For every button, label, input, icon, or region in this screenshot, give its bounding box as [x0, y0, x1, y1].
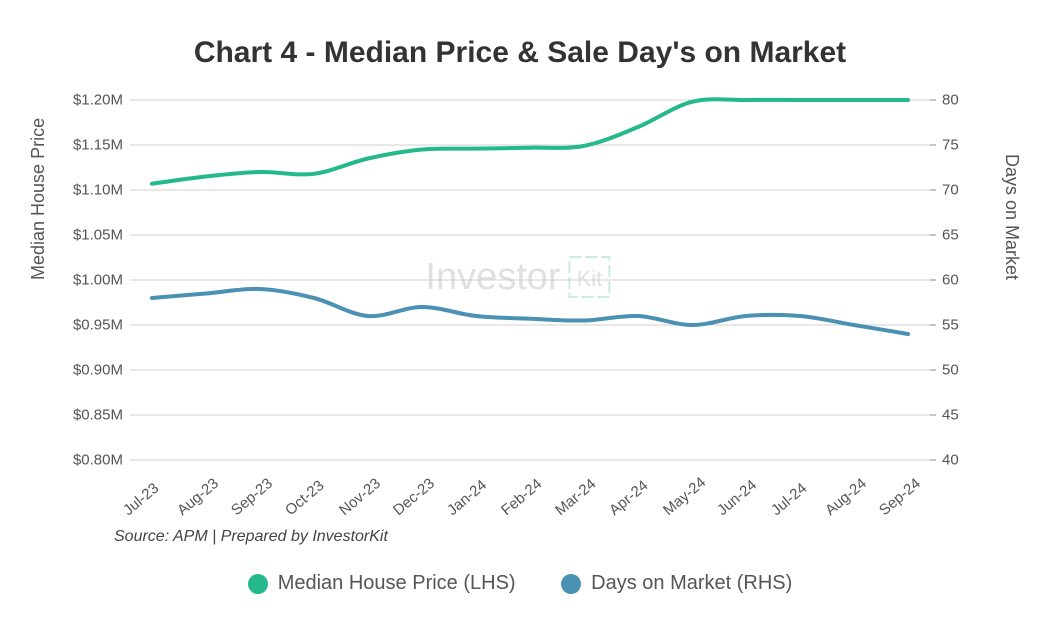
- x-tick: May-24: [660, 474, 709, 519]
- y-right-tick: 65: [942, 227, 982, 244]
- x-tick: Oct-23: [282, 477, 327, 519]
- x-tick: Jan-24: [444, 477, 490, 520]
- x-tick: Nov-23: [336, 475, 384, 519]
- y-right-tick: 80: [942, 92, 982, 109]
- series-line: [152, 99, 908, 183]
- x-tick: Sep-24: [876, 475, 924, 519]
- legend-label-price: Median House Price (LHS): [278, 572, 516, 595]
- y-right-tick: 40: [942, 452, 982, 469]
- y-left-tick: $1.10M: [58, 182, 123, 199]
- chart-title: Chart 4 - Median Price & Sale Day's on M…: [0, 36, 1040, 70]
- x-tick: Aug-24: [822, 475, 870, 519]
- x-tick: Jul-23: [120, 480, 162, 519]
- legend-label-days: Days on Market (RHS): [591, 572, 792, 595]
- plot-svg: [130, 100, 930, 460]
- source-text: Source: APM | Prepared by InvestorKit: [114, 528, 388, 546]
- x-tick: Jul-24: [768, 480, 810, 519]
- y-left-tick: $0.80M: [58, 452, 123, 469]
- y-left-tick: $1.20M: [58, 92, 123, 109]
- y-left-tick: $0.90M: [58, 362, 123, 379]
- y-right-tick: 60: [942, 272, 982, 289]
- legend: Median House Price (LHS) Days on Market …: [0, 572, 1040, 600]
- y-left-tick: $0.85M: [58, 407, 123, 424]
- y-left-tick: $1.15M: [58, 137, 123, 154]
- y-left-axis-label: Median House Price: [28, 118, 49, 280]
- x-tick: Feb-24: [498, 475, 545, 519]
- x-tick: Apr-24: [606, 477, 651, 519]
- y-right-tick: 75: [942, 137, 982, 154]
- legend-item-price: Median House Price (LHS): [248, 572, 516, 595]
- y-right-tick: 70: [942, 182, 982, 199]
- legend-marker-days: [561, 574, 581, 594]
- legend-marker-price: [248, 574, 268, 594]
- series-line: [152, 289, 908, 334]
- y-right-tick: 45: [942, 407, 982, 424]
- y-left-tick: $1.05M: [58, 227, 123, 244]
- x-tick: Sep-23: [228, 475, 276, 519]
- x-tick: Dec-23: [390, 475, 438, 519]
- y-left-tick: $1.00M: [58, 272, 123, 289]
- y-left-tick: $0.95M: [58, 317, 123, 334]
- legend-item-days: Days on Market (RHS): [561, 572, 792, 595]
- y-right-tick: 50: [942, 362, 982, 379]
- x-tick: Jun-24: [714, 477, 760, 520]
- y-right-axis-label: Days on Market: [1001, 154, 1022, 280]
- chart-container: Chart 4 - Median Price & Sale Day's on M…: [0, 0, 1040, 640]
- x-tick: Aug-23: [174, 475, 222, 519]
- x-tick: Mar-24: [552, 475, 599, 519]
- y-right-tick: 55: [942, 317, 982, 334]
- plot-area: [130, 100, 930, 460]
